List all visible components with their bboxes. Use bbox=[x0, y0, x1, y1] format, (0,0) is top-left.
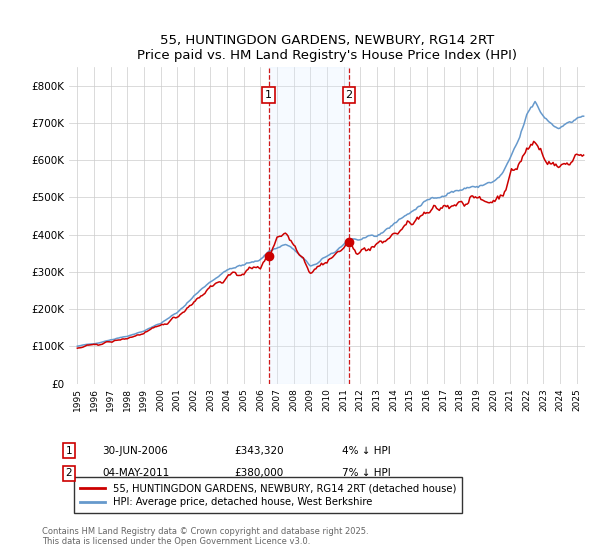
Legend: 55, HUNTINGDON GARDENS, NEWBURY, RG14 2RT (detached house), HPI: Average price, : 55, HUNTINGDON GARDENS, NEWBURY, RG14 2R… bbox=[74, 477, 463, 513]
Text: 2: 2 bbox=[65, 468, 73, 478]
Title: 55, HUNTINGDON GARDENS, NEWBURY, RG14 2RT
Price paid vs. HM Land Registry's Hous: 55, HUNTINGDON GARDENS, NEWBURY, RG14 2R… bbox=[137, 34, 517, 62]
Text: 1: 1 bbox=[65, 446, 73, 456]
Text: £343,320: £343,320 bbox=[234, 446, 284, 456]
Text: 1: 1 bbox=[265, 90, 272, 100]
Text: 4% ↓ HPI: 4% ↓ HPI bbox=[342, 446, 391, 456]
Text: Contains HM Land Registry data © Crown copyright and database right 2025.
This d: Contains HM Land Registry data © Crown c… bbox=[42, 526, 368, 546]
Bar bbox=[269, 67, 349, 384]
Text: 04-MAY-2011: 04-MAY-2011 bbox=[102, 468, 169, 478]
Text: 30-JUN-2006: 30-JUN-2006 bbox=[102, 446, 168, 456]
Text: £380,000: £380,000 bbox=[234, 468, 283, 478]
Text: 7% ↓ HPI: 7% ↓ HPI bbox=[342, 468, 391, 478]
Text: 2: 2 bbox=[346, 90, 353, 100]
